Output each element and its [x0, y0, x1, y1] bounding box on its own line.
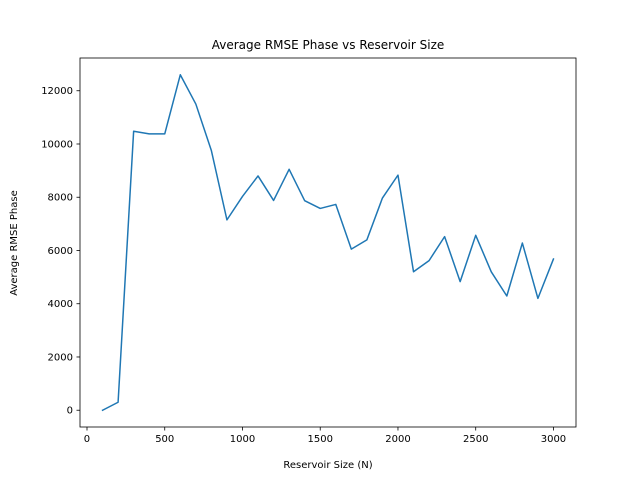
x-axis-label: Reservoir Size (N) [283, 460, 372, 471]
x-tick-label: 2500 [463, 434, 488, 445]
y-axis-label: Average RMSE Phase [9, 190, 20, 296]
y-tick-label: 12000 [41, 86, 73, 97]
axes-frame [79, 57, 577, 428]
y-tick-label: 10000 [41, 139, 73, 150]
series-line-0 [101, 74, 555, 412]
x-tick-label: 0 [84, 434, 90, 445]
y-tick-label: 4000 [48, 299, 73, 310]
x-tick-label: 2000 [385, 434, 410, 445]
x-tick-label: 3000 [541, 434, 566, 445]
chart-title: Average RMSE Phase vs Reservoir Size [212, 38, 445, 52]
y-tick-label: 8000 [48, 193, 73, 204]
y-tick-label: 0 [67, 406, 73, 417]
x-tick-label: 1500 [307, 434, 332, 445]
x-tick-label: 500 [155, 434, 174, 445]
plot-area: 0 500 1000 1500 2000 2500 3000 0 2000 4000 6000 800… [41, 57, 577, 445]
y-tick-label: 2000 [48, 352, 73, 363]
y-tick-label: 6000 [48, 246, 73, 257]
x-tick-label: 1000 [230, 434, 255, 445]
